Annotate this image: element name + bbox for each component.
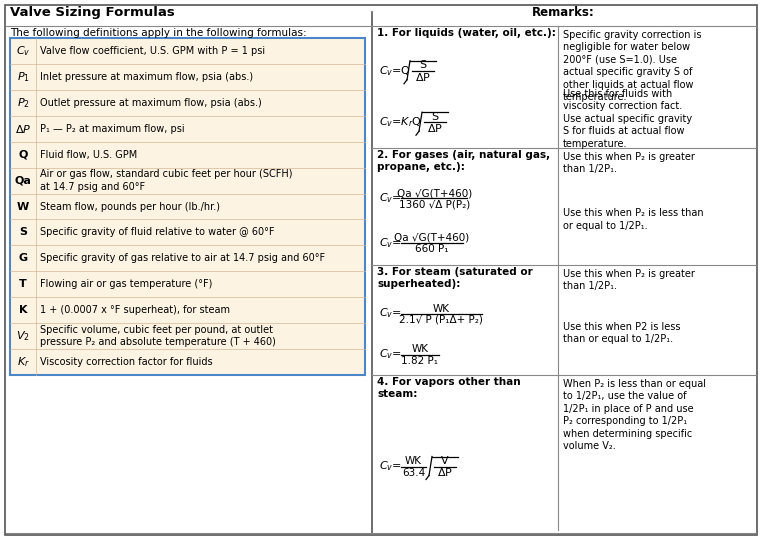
Text: 1.82 P₁: 1.82 P₁ xyxy=(402,355,438,366)
Text: Qa √G(T+460): Qa √G(T+460) xyxy=(396,188,472,198)
Text: $P_1$: $P_1$ xyxy=(17,70,30,84)
Text: Use this when P₂ is greater
than 1/2P₁.: Use this when P₂ is greater than 1/2P₁. xyxy=(563,152,695,174)
Text: S: S xyxy=(19,227,27,238)
Text: 660 P₁: 660 P₁ xyxy=(415,244,449,254)
Text: K: K xyxy=(19,305,27,315)
Text: W: W xyxy=(17,202,29,211)
Text: Use this for fluids with
viscosity correction fact.
Use actual specific gravity
: Use this for fluids with viscosity corre… xyxy=(563,89,692,149)
Text: Viscosity correction factor for fluids: Viscosity correction factor for fluids xyxy=(40,357,213,367)
Text: 63.4: 63.4 xyxy=(402,468,425,477)
Text: $\Delta$P: $\Delta$P xyxy=(415,71,431,83)
Text: 1. For liquids (water, oil, etc.):: 1. For liquids (water, oil, etc.): xyxy=(377,28,555,38)
Text: WK: WK xyxy=(405,457,422,467)
Text: When P₂ is less than or equal
to 1/2P₁, use the value of
1/2P₁ in place of P and: When P₂ is less than or equal to 1/2P₁, … xyxy=(563,379,706,451)
Text: Valve flow coefficient, U.S. GPM with P = 1 psi: Valve flow coefficient, U.S. GPM with P … xyxy=(40,46,265,56)
Text: $\Delta$P: $\Delta$P xyxy=(437,467,453,479)
Text: Qa √G(T+460): Qa √G(T+460) xyxy=(394,233,469,243)
Text: $C_v$: $C_v$ xyxy=(16,44,30,58)
Text: $K_r$: $K_r$ xyxy=(17,355,30,369)
Bar xyxy=(10,38,365,375)
Text: $C_v$=$K_r$Q: $C_v$=$K_r$Q xyxy=(379,116,422,129)
Text: $C_v$=Q: $C_v$=Q xyxy=(379,64,411,77)
Text: Specific volume, cubic feet per pound, at outlet
pressure P₂ and absolute temper: Specific volume, cubic feet per pound, a… xyxy=(40,325,276,347)
Text: Use this when P2 is less
than or equal to 1/2P₁.: Use this when P2 is less than or equal t… xyxy=(563,322,680,344)
Text: S: S xyxy=(431,112,439,122)
Text: $\Delta$P: $\Delta$P xyxy=(427,122,443,134)
Text: Use this when P₂ is greater
than 1/2P₁.: Use this when P₂ is greater than 1/2P₁. xyxy=(563,269,695,292)
Text: Inlet pressure at maximum flow, psia (abs.): Inlet pressure at maximum flow, psia (ab… xyxy=(40,72,253,82)
Text: V: V xyxy=(441,456,449,466)
Text: 1 + (0.0007 x °F superheat), for steam: 1 + (0.0007 x °F superheat), for steam xyxy=(40,305,230,315)
Text: Specific gravity of fluid relative to water @ 60°F: Specific gravity of fluid relative to wa… xyxy=(40,227,274,238)
Text: Use this when P₂ is less than
or equal to 1/2P₁.: Use this when P₂ is less than or equal t… xyxy=(563,209,703,231)
Text: WK: WK xyxy=(411,344,428,354)
Text: WK: WK xyxy=(433,304,450,313)
Text: Air or gas flow, standard cubic feet per hour (SCFH)
at 14.7 psig and 60°F: Air or gas flow, standard cubic feet per… xyxy=(40,169,293,192)
Text: Q: Q xyxy=(18,150,27,160)
Text: 3. For steam (saturated or
superheated):: 3. For steam (saturated or superheated): xyxy=(377,267,533,289)
Text: Qa: Qa xyxy=(14,175,31,186)
Text: Outlet pressure at maximum flow, psia (abs.): Outlet pressure at maximum flow, psia (a… xyxy=(40,98,262,108)
Text: P₁ — P₂ at maximum flow, psi: P₁ — P₂ at maximum flow, psi xyxy=(40,124,184,134)
Text: The following definitions apply in the following formulas:: The following definitions apply in the f… xyxy=(10,28,306,38)
Text: $C_v$=: $C_v$= xyxy=(379,191,402,205)
Text: Steam flow, pounds per hour (lb./hr.): Steam flow, pounds per hour (lb./hr.) xyxy=(40,202,220,211)
Text: T: T xyxy=(19,279,27,289)
Text: Specific gravity of gas relative to air at 14.7 psig and 60°F: Specific gravity of gas relative to air … xyxy=(40,253,325,263)
Text: $V_2$: $V_2$ xyxy=(16,329,30,343)
Text: 2. For gases (air, natural gas,
propane, etc.):: 2. For gases (air, natural gas, propane,… xyxy=(377,150,550,172)
Text: $C_v$=: $C_v$= xyxy=(379,348,402,361)
Text: Specific gravity correction is
negligible for water below
200°F (use S=1.0). Use: Specific gravity correction is negligibl… xyxy=(563,30,702,102)
Text: 2.1√ P (P₁Δ+ P₂): 2.1√ P (P₁Δ+ P₂) xyxy=(399,314,483,324)
Text: Flowing air or gas temperature (°F): Flowing air or gas temperature (°F) xyxy=(40,279,213,289)
Text: 1360 √Δ P(P₂): 1360 √Δ P(P₂) xyxy=(399,199,470,209)
Text: Valve Sizing Formulas: Valve Sizing Formulas xyxy=(10,6,174,19)
Text: $C_v$=: $C_v$= xyxy=(379,459,402,474)
Text: Remarks:: Remarks: xyxy=(532,6,594,19)
Text: G: G xyxy=(18,253,27,263)
Text: $C_v$=: $C_v$= xyxy=(379,236,402,250)
Text: Fluid flow, U.S. GPM: Fluid flow, U.S. GPM xyxy=(40,150,137,160)
Text: S: S xyxy=(419,60,427,70)
Text: $C_v$=: $C_v$= xyxy=(379,307,402,320)
Text: $\Delta P$: $\Delta P$ xyxy=(14,123,31,135)
Text: $P_2$: $P_2$ xyxy=(17,96,30,110)
Text: 4. For vapors other than
steam:: 4. For vapors other than steam: xyxy=(377,377,520,399)
